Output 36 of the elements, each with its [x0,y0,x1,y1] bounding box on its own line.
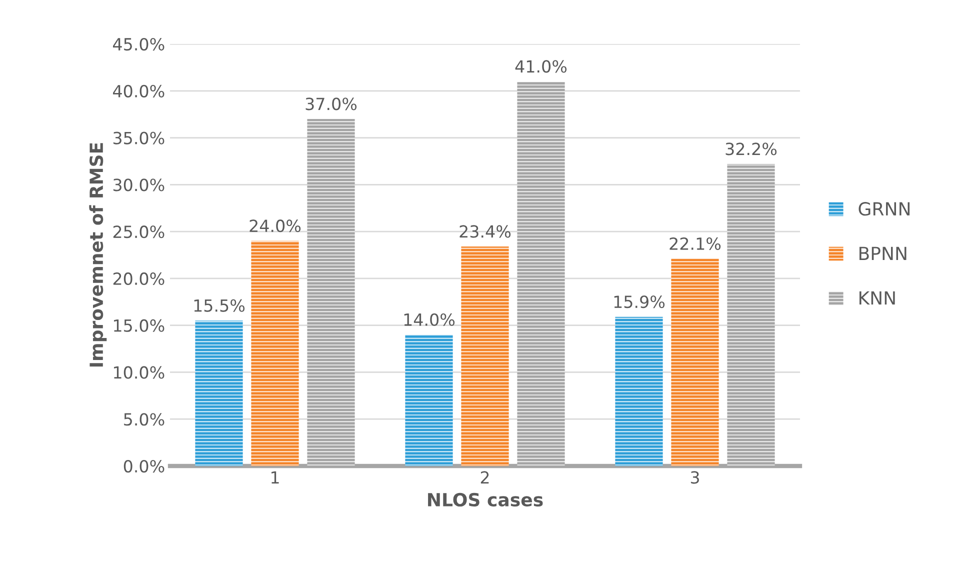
data-label: 32.2% [726,142,777,156]
y-tick-label: 5.0% [124,413,164,426]
data-label: 37.0% [306,98,357,110]
data-label: 22.1% [670,237,721,250]
bar [615,316,663,466]
data-label: 15.9% [614,296,665,308]
bar [461,246,509,466]
y-tick-label: 40.0% [113,84,164,98]
bar [517,82,565,466]
y-tick-label: 0.0% [124,460,164,473]
y-tick-label: 25.0% [113,226,164,238]
y-tick-label: 35.0% [113,132,164,144]
data-label: 15.5% [194,299,245,312]
bar [727,164,775,466]
y-tick-label: 10.0% [114,366,164,379]
x-tick-label: 1 [272,471,279,484]
y-axis-title: Improvemnet of RMSE [89,143,107,367]
data-label: 41.0% [515,60,567,73]
bar [307,119,355,466]
bar [671,258,719,466]
x-tick-label: 3 [690,471,699,484]
x-axis-title: NLOS cases [428,492,543,507]
x-tick-label: 2 [480,471,489,484]
legend-label: BPNN [860,246,906,260]
bar [195,320,243,466]
data-label: 14.0% [404,313,455,326]
data-label: 24.0% [250,220,301,232]
data-label: 23.4% [460,225,511,238]
y-tick-label: 20.0% [113,272,164,286]
bar [405,334,453,466]
bar [251,240,299,466]
y-tick-label: 30.0% [113,178,164,192]
y-tick-label: 15.0% [114,319,164,332]
legend-label: KNN [860,291,895,305]
y-tick-label: 45.0% [113,38,164,51]
legend-label: GRNN [858,202,910,216]
